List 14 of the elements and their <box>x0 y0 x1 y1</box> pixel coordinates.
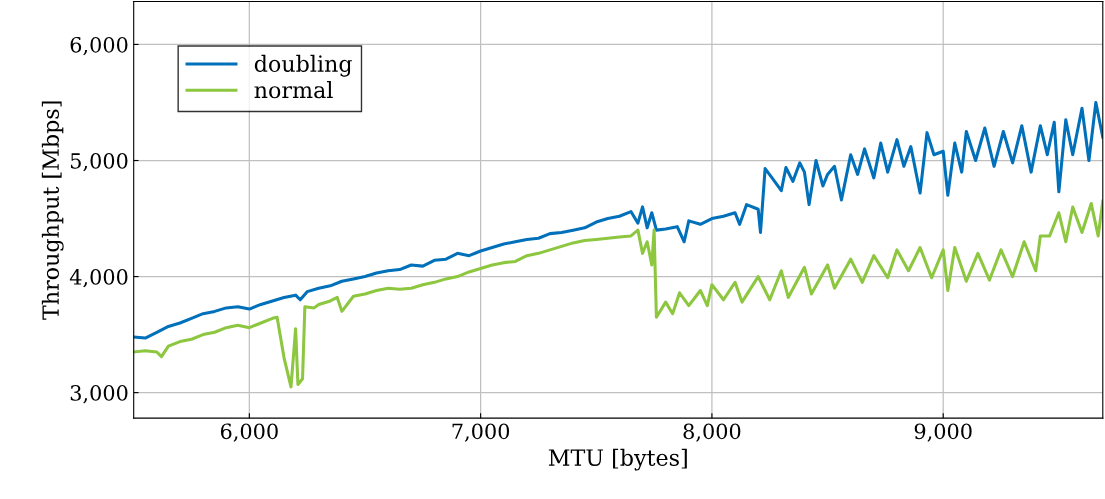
y-tick-label: 4,000 <box>69 269 128 288</box>
line-series <box>133 199 1103 389</box>
x-tick-label: 6,000 <box>220 423 278 442</box>
legend-label: doubling <box>254 54 352 77</box>
y-axis-title: Throughput [Mbps] <box>41 101 64 320</box>
line-series <box>133 100 1103 340</box>
y-tick-label: 5,000 <box>70 152 128 172</box>
x-axis-title: MTU [bytes] <box>548 448 687 471</box>
x-tick-label: 7,000 <box>452 423 510 442</box>
x-tick-label: 9,000 <box>914 423 972 442</box>
y-tick-label: 6,000 <box>70 36 128 56</box>
legend-label: normal <box>254 81 333 99</box>
x-tick-label: 8,000 <box>683 423 741 442</box>
y-tick-label: 3,000 <box>70 385 128 404</box>
